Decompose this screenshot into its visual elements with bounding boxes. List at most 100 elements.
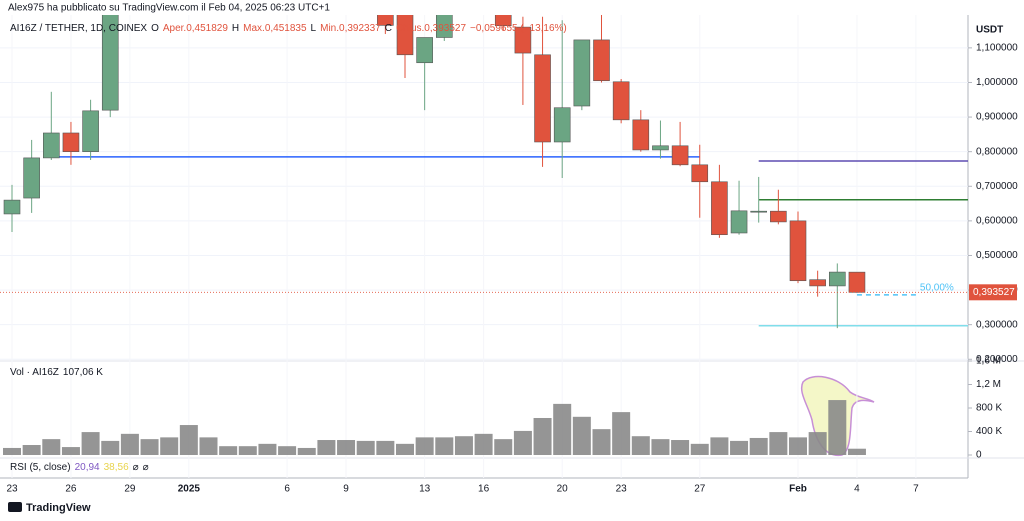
x-tick-label: 23 (6, 484, 18, 495)
volume-bar (769, 432, 788, 455)
volume-bar (61, 447, 80, 455)
x-tick-label: 6 (284, 484, 290, 495)
volume-bar (337, 440, 356, 455)
legend-text: 107,06 K (62, 367, 103, 378)
brand: TradingView (26, 502, 91, 514)
candle-body (494, 15, 512, 27)
legend-text: Vol · AI16Z (10, 367, 59, 378)
legend-text: AI16Z / TETHER, 1D, COINEX (10, 23, 148, 34)
volume-bar (533, 417, 552, 455)
candle-body (809, 279, 826, 287)
candle-body (101, 15, 119, 111)
volume-bar (199, 437, 218, 455)
volume-tick-label: 0 (976, 450, 982, 461)
x-tick-label: 13 (419, 484, 431, 495)
x-tick-label: 20 (557, 484, 569, 495)
volume-bar (494, 439, 513, 455)
volume-bar (81, 432, 100, 455)
volume-bar (710, 437, 729, 455)
candle-body (534, 54, 551, 143)
legend-text: Chius.0,393527 (395, 23, 467, 34)
volume-bar (160, 437, 179, 455)
y-tick-label: 0,200000 (976, 354, 1018, 365)
candle-body (770, 210, 787, 223)
candle-body (789, 220, 807, 282)
candle-body (612, 81, 630, 121)
volume-bar (3, 447, 21, 455)
candle-body (593, 39, 610, 82)
candle-body (416, 37, 433, 64)
candle-body (691, 164, 709, 183)
candle-body (652, 145, 669, 151)
legend-text: Max.0,451835 (243, 23, 307, 34)
x-tick-label: 4 (854, 484, 860, 495)
legend-text: RSI (5, close) (10, 462, 71, 473)
volume-bar (120, 433, 139, 455)
legend-text: −0,059655 (−13,16%) (470, 23, 567, 34)
currency: USDT (976, 25, 1003, 36)
symbol-legend: AI16Z / TETHER, 1D, COINEX O Aper.0,451829… (10, 23, 571, 34)
y-tick-label: 0,500000 (976, 250, 1018, 261)
legend-text: Aper.0,451829 (162, 23, 228, 34)
volume-bar (808, 432, 827, 455)
volume-bar (631, 436, 650, 455)
candle-body (671, 145, 689, 166)
volume-bar (376, 440, 395, 455)
y-tick-label: 1,100000 (976, 43, 1018, 54)
level-label: 50,00% (920, 283, 954, 294)
volume-bar (317, 440, 336, 455)
legend-text: Min.0,392337 (320, 23, 381, 34)
candle-body (632, 119, 650, 151)
y-tick-label: 0,900000 (976, 112, 1018, 123)
candle-body (573, 39, 591, 107)
volume-bar (101, 440, 120, 455)
volume-bar (513, 430, 532, 455)
volume-bar (258, 443, 277, 455)
x-tick-label: 27 (694, 484, 706, 495)
volume-bar (474, 433, 493, 455)
candle-body (553, 107, 571, 143)
candle-body (62, 132, 80, 152)
volume-bar (847, 448, 866, 455)
volume-bar (612, 412, 631, 455)
publisher: Alex975 ha pubblicato su TradingView.com… (8, 3, 330, 14)
y-tick-label: 0,700000 (976, 181, 1018, 192)
legend-text: ⌀ (132, 462, 139, 473)
x-tick-label: 2025 (178, 484, 201, 495)
volume-bar (651, 439, 670, 455)
legend-text: 20,94 (74, 462, 100, 473)
x-tick-label: 29 (124, 484, 136, 495)
legend-text: H (231, 23, 240, 34)
candle-body (42, 132, 60, 159)
volume-bar (179, 425, 198, 455)
volume-bar (238, 446, 257, 455)
last-price-label: 0,393527 (973, 287, 1015, 298)
volume-bar (396, 443, 414, 455)
candle-body (711, 181, 728, 236)
volume-bar (454, 436, 473, 455)
volume-bar (415, 437, 434, 455)
volume-tick-label: 1,2 M (976, 379, 1001, 390)
candle-body (82, 110, 99, 152)
x-tick-label: 16 (478, 484, 490, 495)
last-price-tag (969, 284, 1017, 301)
candle-body (377, 15, 394, 26)
rsi-legend: RSI (5, close) 20,94 38,56 ⌀ ⌀ (10, 462, 153, 473)
price-pane: 50,00% (3, 15, 968, 329)
candle-body (396, 15, 414, 56)
volume-bar (690, 443, 709, 455)
volume-bar (278, 446, 297, 455)
volume-bar (828, 400, 847, 455)
volume-bar (572, 416, 591, 455)
volume-tick-label: 1,6 M (976, 356, 1001, 367)
volume-tick-label: 400 K (976, 426, 1002, 437)
x-tick-label: Feb (789, 484, 807, 495)
volume-bar (219, 446, 238, 455)
volume-bar (789, 437, 807, 455)
y-tick-label: 0,300000 (976, 319, 1018, 330)
candle-body (435, 15, 453, 38)
volume-bar (592, 429, 611, 455)
brand-logo (8, 502, 22, 512)
y-tick-label: 0,800000 (976, 146, 1018, 157)
